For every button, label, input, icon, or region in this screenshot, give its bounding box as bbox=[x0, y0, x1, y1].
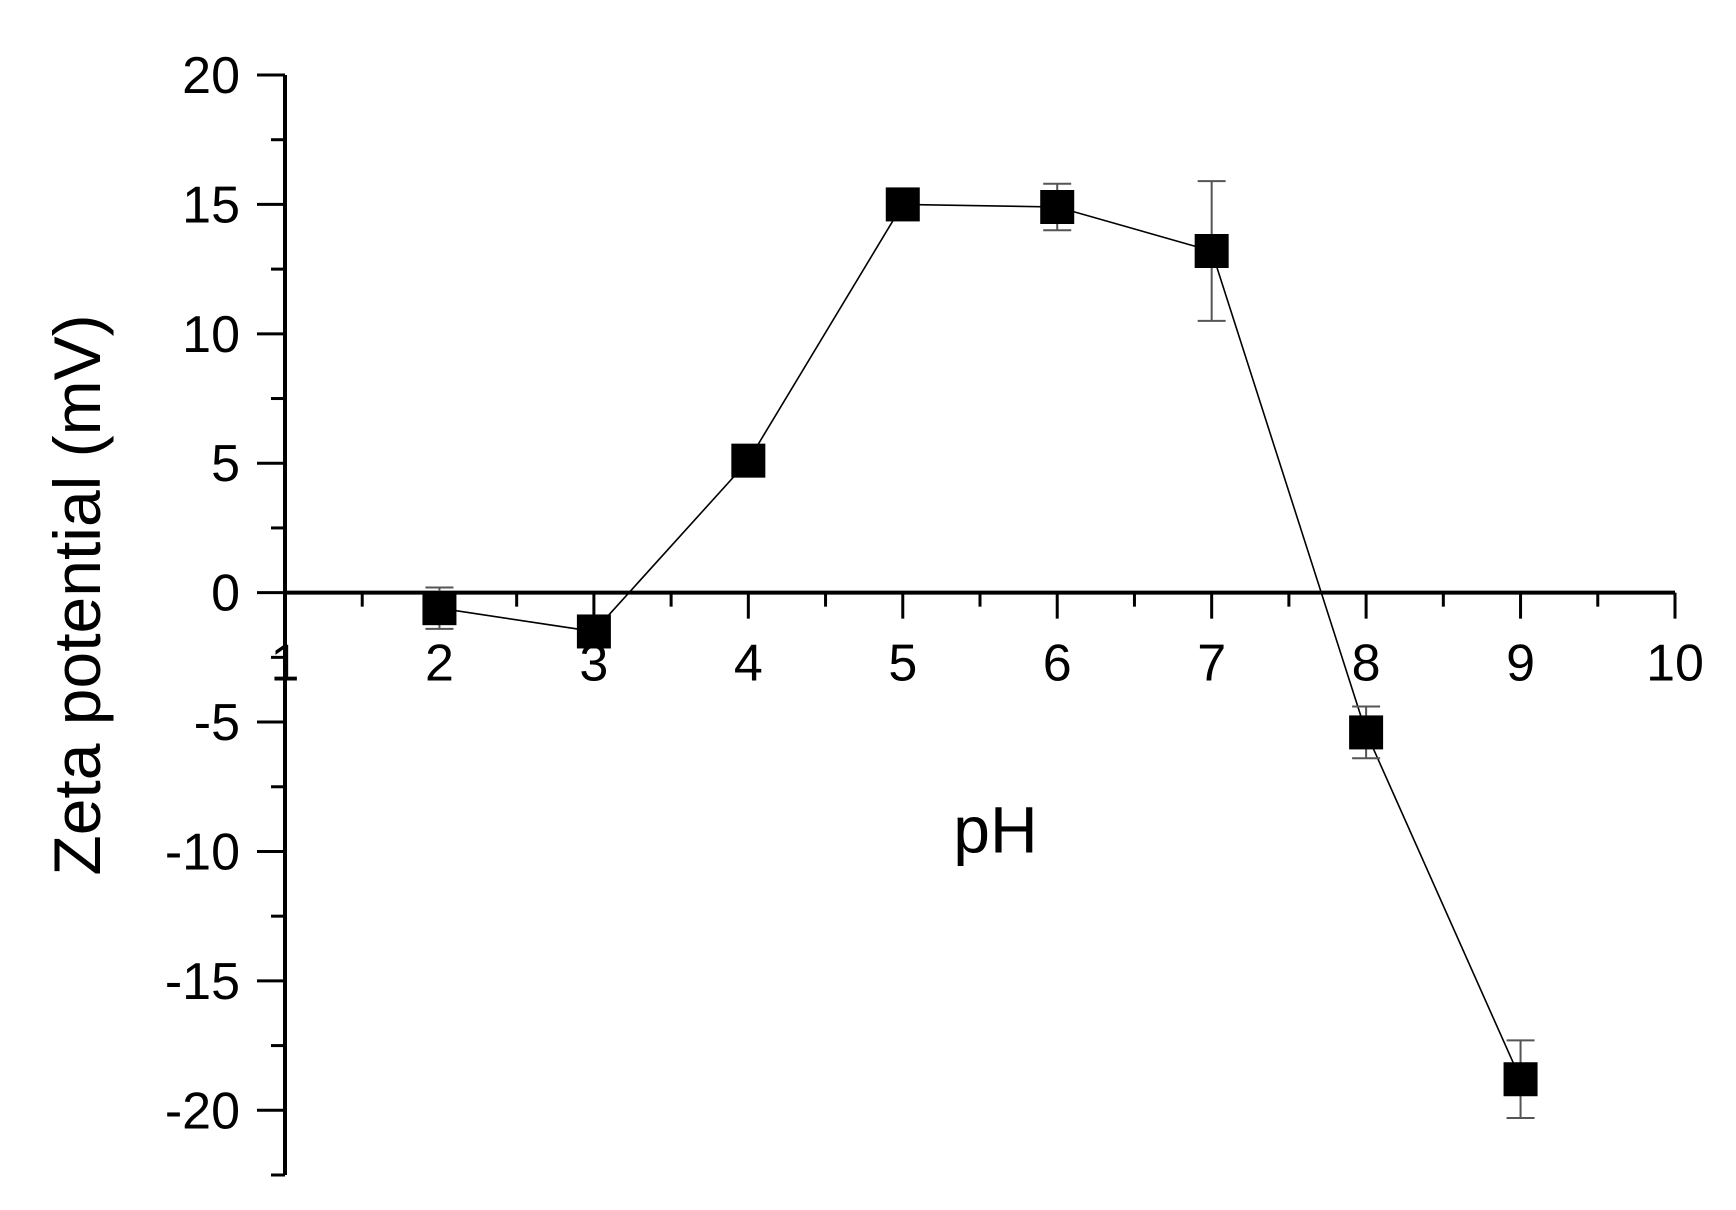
y-tick-label: 10 bbox=[182, 306, 240, 364]
x-tick-label: 8 bbox=[1352, 635, 1381, 693]
x-tick-label: 7 bbox=[1197, 635, 1226, 693]
x-tick-label: 5 bbox=[888, 635, 917, 693]
data-point bbox=[422, 591, 457, 626]
series-polyline bbox=[439, 203, 1522, 1080]
data-point bbox=[1503, 1062, 1538, 1097]
y-tick-label: 0 bbox=[211, 565, 240, 623]
y-tick-label: -5 bbox=[194, 694, 240, 752]
data-points bbox=[422, 187, 1538, 1097]
x-tick-label: 10 bbox=[1646, 635, 1704, 693]
x-tick-label: 1 bbox=[271, 635, 300, 693]
data-point bbox=[885, 187, 920, 222]
x-axis-title: pH bbox=[953, 793, 1037, 867]
x-tick-label: 2 bbox=[425, 635, 454, 693]
x-tick-label: 9 bbox=[1506, 635, 1535, 693]
x-ticks: 1 2 3 4 5 6 7 8 9 10 bbox=[271, 592, 1704, 693]
data-point bbox=[1040, 190, 1075, 224]
data-point bbox=[1349, 715, 1384, 750]
data-point bbox=[731, 443, 766, 478]
x-tick-label: 6 bbox=[1043, 635, 1072, 693]
minor-ticks bbox=[271, 138, 1600, 1177]
series-line bbox=[439, 203, 1522, 1080]
data-point bbox=[1194, 234, 1229, 268]
y-tick-label: -10 bbox=[165, 823, 240, 881]
y-tick-label: 15 bbox=[182, 176, 240, 234]
y-tick-label: 5 bbox=[211, 435, 240, 493]
y-tick-label: 20 bbox=[182, 47, 240, 105]
y-tick-label: -20 bbox=[165, 1082, 240, 1140]
y-ticks: 20 15 10 5 0 -5 -10 -15 -20 bbox=[165, 47, 285, 1140]
x-tick-label: 4 bbox=[734, 635, 763, 693]
y-axis-title: Zeta potential (mV) bbox=[40, 314, 114, 875]
data-point bbox=[576, 614, 611, 649]
y-tick-label: -15 bbox=[165, 953, 240, 1011]
